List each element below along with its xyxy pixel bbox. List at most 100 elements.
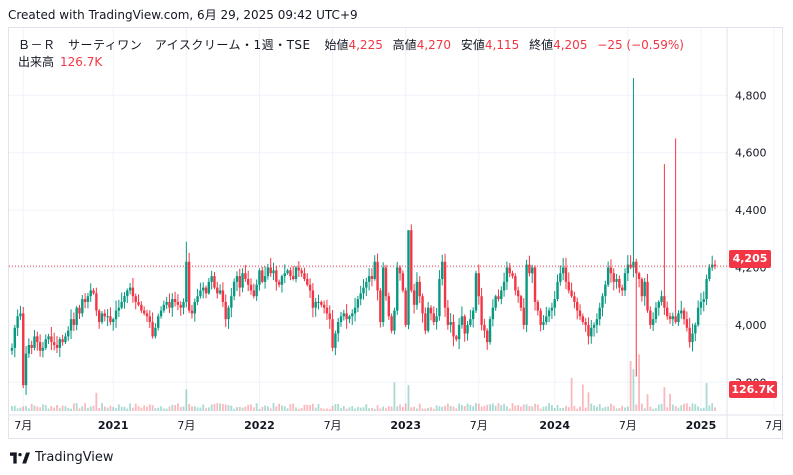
volume-bar <box>562 407 565 411</box>
candle-body <box>55 344 59 348</box>
candle-body <box>196 296 199 302</box>
candle-body <box>106 316 109 318</box>
volume-bar <box>306 404 309 411</box>
candle-body <box>432 313 435 323</box>
candle-body <box>193 301 196 314</box>
volume-bar <box>441 406 444 411</box>
volume-bar <box>348 407 351 411</box>
candle-body <box>708 267 711 279</box>
candle-body <box>69 319 73 331</box>
candle-body <box>342 313 346 317</box>
volume-bar <box>508 408 511 411</box>
candle-body <box>516 290 520 297</box>
volume-bar <box>621 406 624 411</box>
volume-bar <box>250 404 252 411</box>
volume-bar <box>27 408 30 411</box>
candle-body <box>280 276 284 285</box>
candle-body <box>137 301 140 305</box>
x-tick-label: 7月 <box>14 419 32 432</box>
candle-body <box>621 287 624 291</box>
candle-body <box>16 316 19 328</box>
volume-bar <box>230 405 233 411</box>
volume-bar <box>559 407 562 411</box>
candle-body <box>654 307 658 320</box>
volume-bar <box>477 403 480 411</box>
volume-bar <box>72 403 75 411</box>
volume-bar <box>154 408 157 411</box>
candle-body <box>27 344 31 354</box>
candle-body <box>92 290 95 294</box>
volume-bar <box>514 405 517 411</box>
volume-bar <box>584 407 587 411</box>
candle-body <box>615 278 618 282</box>
volume-bar <box>146 406 148 411</box>
volume-bar <box>143 405 146 411</box>
candle-body <box>471 310 475 320</box>
candle-body <box>258 270 261 285</box>
volume-bar <box>244 406 247 411</box>
volume-bar <box>404 403 407 411</box>
candle-body <box>438 278 441 317</box>
candle-body <box>632 261 635 268</box>
volume-bar <box>140 407 143 411</box>
volume-bar <box>680 405 683 411</box>
price-chart[interactable]: 3,8004,0004,2004,4004,6004,8007月20217月20… <box>9 28 784 440</box>
candle-body <box>275 270 278 282</box>
volume-bar <box>115 408 117 411</box>
volume-bar <box>466 403 469 411</box>
candle-body <box>584 322 587 325</box>
candle-body <box>514 276 517 291</box>
x-tick-label: 2022 <box>244 419 275 432</box>
candle-body <box>635 261 638 274</box>
candle-body <box>266 267 270 277</box>
candle-body <box>157 316 160 328</box>
volume-bar <box>595 406 598 411</box>
volume-bar <box>174 405 176 411</box>
volume-bar <box>297 408 300 411</box>
x-tick-label: 7月 <box>470 419 488 432</box>
volume-bar <box>556 404 559 411</box>
candle-body <box>269 267 272 274</box>
volume-bar <box>219 403 221 411</box>
volume-bar <box>151 405 154 411</box>
volume-bar <box>652 408 655 411</box>
volume-bar <box>702 407 705 411</box>
candle-body <box>637 273 641 279</box>
volume-bar <box>295 407 297 411</box>
candle-body <box>682 310 686 320</box>
candle-body <box>353 307 357 314</box>
candle-body <box>604 284 607 297</box>
candle-body <box>13 327 17 348</box>
volume-bar <box>610 403 612 411</box>
candle-body <box>407 230 410 325</box>
volume-bar <box>694 404 697 411</box>
low-value: 4,115 <box>484 38 520 52</box>
volume-bar <box>22 406 25 411</box>
candle-body <box>159 310 163 317</box>
candle-body <box>660 296 663 302</box>
candle-body <box>646 281 649 311</box>
candle-body <box>491 307 495 320</box>
volume-bar <box>604 406 607 411</box>
candle-body <box>95 293 98 311</box>
candle-body <box>384 267 388 297</box>
volume-bar <box>165 408 168 411</box>
volume-bar <box>328 408 331 411</box>
open-label: 始値 <box>324 38 349 52</box>
volume-bar <box>570 377 573 411</box>
candle-body <box>595 319 599 325</box>
candle-body <box>331 319 334 348</box>
candle-body <box>533 267 537 302</box>
candle-body <box>705 278 708 300</box>
volume-bar <box>292 403 295 411</box>
volume-bar <box>261 406 264 411</box>
candle-body <box>123 296 126 302</box>
candle-body <box>230 296 233 308</box>
candle-body <box>255 284 258 297</box>
close-value: 4,205 <box>553 38 588 52</box>
volume-bar <box>446 403 449 411</box>
candle-body <box>145 313 149 317</box>
tradingview-brand[interactable]: TradingView <box>10 450 114 465</box>
candle-body <box>142 310 146 314</box>
candle-body <box>426 307 430 331</box>
